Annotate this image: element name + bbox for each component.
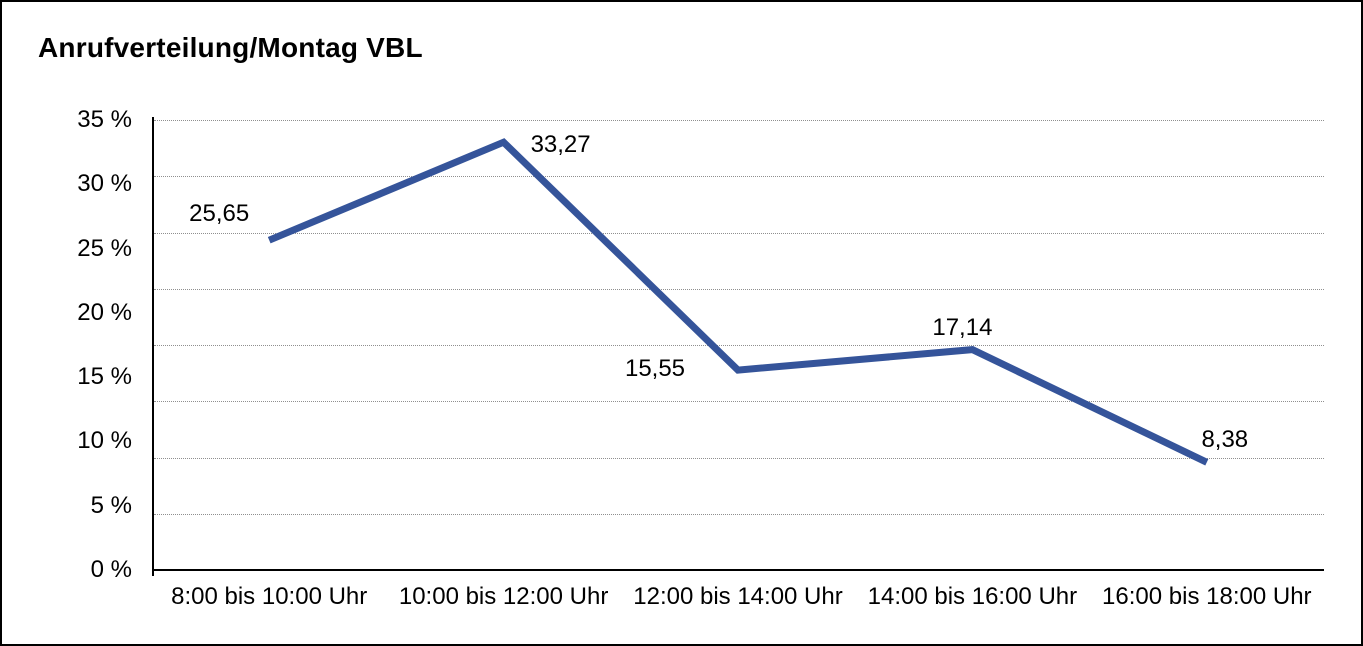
y-tick-label: 15 %: [77, 363, 132, 391]
data-point-label: 25,65: [189, 200, 250, 228]
y-gridline: [154, 120, 1324, 121]
data-point-label: 33,27: [530, 131, 591, 159]
y-tick-label: 35 %: [77, 106, 132, 133]
x-tick-label: 14:00 bis 16:00 Uhr: [867, 583, 1078, 610]
x-tick-label: 16:00 bis 18:00 Uhr: [1102, 583, 1312, 610]
y-tick-label: 20 %: [77, 298, 132, 326]
y-gridline: [154, 176, 1324, 178]
chart-title: Anrufverteilung/Montag VBL: [38, 32, 423, 63]
y-tick-label: 5 %: [90, 491, 132, 519]
data-point-label: 15,55: [624, 355, 686, 383]
y-tick-label: 0 %: [90, 556, 132, 583]
x-axis-line: [152, 569, 1324, 571]
y-gridline: [154, 288, 1324, 290]
y-gridline: [154, 345, 1324, 346]
x-tick-label: 8:00 bis 10:00 Uhr: [171, 583, 368, 610]
data-point-label: 8,38: [1201, 426, 1249, 454]
y-tick-label: 10 %: [77, 427, 132, 455]
y-gridline: [154, 401, 1324, 403]
y-gridline: [154, 513, 1324, 515]
y-tick-label: 25 %: [77, 234, 132, 262]
series-svg: [267, 138, 1209, 466]
y-axis-line: [152, 117, 154, 576]
x-tick-label: 12:00 bis 14:00 Uhr: [633, 583, 843, 610]
y-tick-label: 30 %: [77, 170, 132, 198]
series-line: [267, 138, 1209, 466]
y-gridline: [154, 457, 1324, 459]
y-gridline: [154, 232, 1324, 234]
x-tick-label: 10:00 bis 12:00 Uhr: [398, 583, 609, 610]
data-point-label: 17,14: [932, 313, 993, 341]
